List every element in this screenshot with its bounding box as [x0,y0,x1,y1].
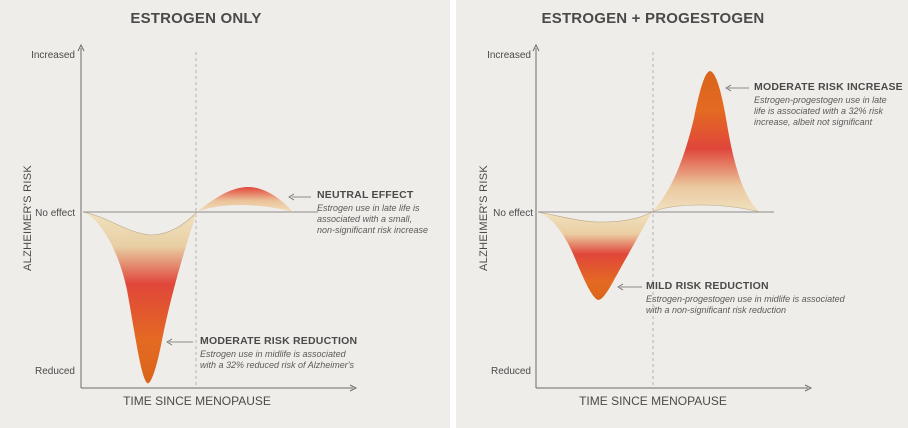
mild-reduction-curve [538,212,652,300]
annotation-increase-line: increase, albeit not significant [754,117,873,127]
moderate-reduction-arrowhead [166,338,173,346]
annotation-increase-line: life is associated with a 32% risk [754,106,884,116]
y-tick-increased: Increased [31,50,75,61]
y-tick-no-effect: No effect [35,208,75,219]
panel-estrogen-only: ESTROGEN ONLY Increased No effect Reduce… [0,0,450,428]
annotation-reduction-line: with a 32% reduced risk of Alzheimer's [200,360,354,370]
annotation-mild-line: Estrogen-progestogen use in midlife is a… [646,294,846,304]
risk-reduction-curve [84,212,197,384]
chart-estrogen-progestogen: ESTROGEN + PROGESTOGEN Increased No effe… [478,10,903,408]
y-tick-no-effect: No effect [493,208,533,219]
annotation-increase-title: MODERATE RISK INCREASE [754,81,903,93]
x-axis-label: TIME SINCE MENOPAUSE [123,394,271,408]
annotation-neutral-line: non-significant risk increase [317,225,428,235]
neutral-effect-curve [197,187,293,212]
risk-reduction-outline [83,211,198,236]
y-tick-reduced: Reduced [35,366,75,377]
chart-estrogen-only: ESTROGEN ONLY Increased No effect Reduce… [22,10,428,408]
annotation-neutral-title: NEUTRAL EFFECT [317,189,414,201]
annotation-neutral-line: associated with a small, [317,214,412,224]
risk-increase-curve [652,71,760,212]
panel-title: ESTROGEN ONLY [130,10,261,27]
y-axis-arrow [532,43,540,52]
panel-estrogen-progestogen: ESTROGEN + PROGESTOGEN Increased No effe… [456,0,908,428]
annotation-mild-title: MILD RISK REDUCTION [646,280,769,292]
risk-increase-arrowhead [725,84,732,92]
y-tick-increased: Increased [487,50,531,61]
x-axis-arrow [349,384,358,392]
annotation-increase-line: Estrogen-progestogen use in late [754,95,887,105]
y-axis-arrow [77,43,85,52]
panel-title: ESTROGEN + PROGESTOGEN [542,10,765,27]
y-axis-label: ALZHEIMER'S RISK [478,165,490,271]
annotation-mild-line: with a non-significant risk reduction [646,305,786,315]
x-axis-label: TIME SINCE MENOPAUSE [579,394,727,408]
y-tick-reduced: Reduced [491,366,531,377]
mild-reduction-outline [537,211,653,223]
x-axis-arrow [804,384,813,392]
neutral-effect-arrowhead [288,193,295,201]
risk-increase-outline [651,204,761,213]
annotation-neutral-line: Estrogen use in late life is [317,203,420,213]
annotation-reduction-line: Estrogen use in midlife is associated [200,349,347,359]
y-axis-label: ALZHEIMER'S RISK [22,165,34,271]
mild-reduction-arrowhead [617,283,624,291]
annotation-reduction-title: MODERATE RISK REDUCTION [200,335,357,347]
